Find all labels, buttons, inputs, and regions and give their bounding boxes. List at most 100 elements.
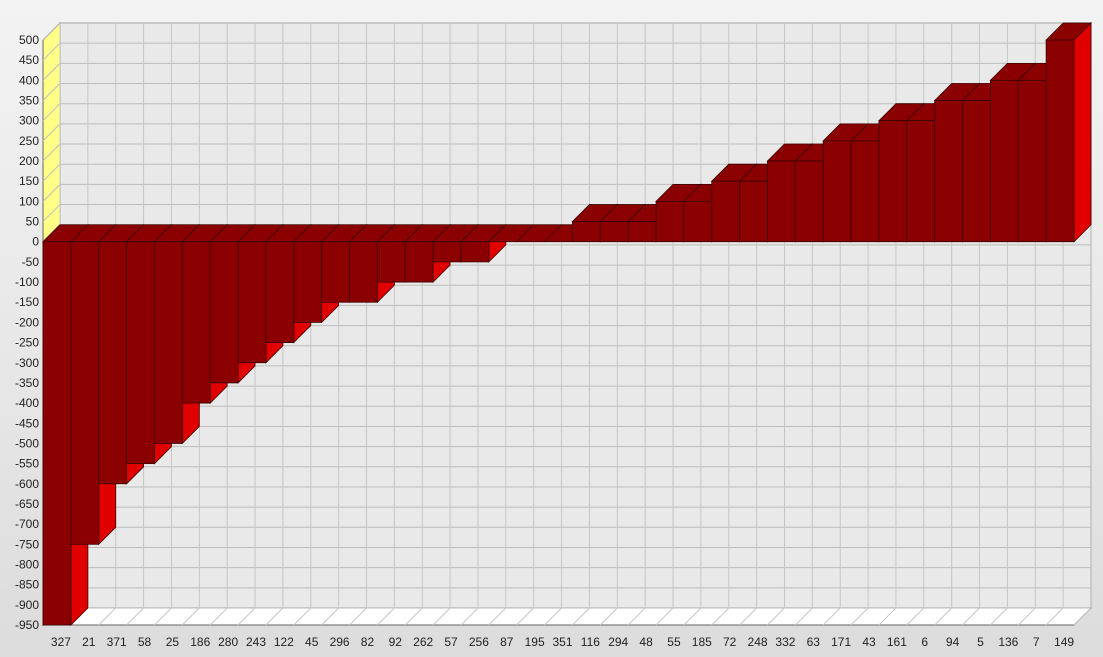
bar-front (711, 180, 741, 243)
y-tick-label: -350 (15, 376, 39, 390)
y-tick-label: 200 (19, 154, 39, 168)
gridline-floor (432, 607, 451, 626)
x-tick-label: 161 (887, 635, 907, 649)
gridline-side (42, 184, 61, 202)
bar-front (70, 241, 100, 545)
gridline-floor (794, 607, 813, 626)
bar-front (878, 120, 908, 243)
x-tick-label: 351 (552, 635, 572, 649)
gridline-floor (154, 607, 172, 626)
gridline-side (42, 42, 61, 61)
bar-front (990, 79, 1019, 243)
y-tick-label: 350 (19, 94, 39, 108)
bar-front (962, 100, 991, 243)
gridline-floor (460, 607, 479, 626)
gridline-floor (683, 607, 702, 626)
x-tick-label: 171 (831, 635, 851, 649)
x-axis-tick-labels: 327 21 371 58 25 186 280 243 122 45 296 82 92 262 57 25… (51, 635, 1074, 649)
y-tick-label: -950 (15, 618, 39, 632)
gridline-floor (1073, 607, 1092, 626)
bar-front (794, 160, 824, 243)
gridline-floor (739, 607, 757, 626)
bar-front (460, 241, 490, 263)
x-tick-label: 48 (639, 635, 653, 649)
x-tick-label: 82 (361, 635, 375, 649)
x-tick-label: 248 (748, 635, 768, 649)
gridline-floor (321, 607, 340, 626)
y-tick-label: 50 (26, 215, 40, 229)
x-tick-label: 5 (977, 635, 984, 649)
gridline-floor (990, 607, 1008, 626)
gridline-side (42, 22, 61, 41)
gridline-floor (544, 607, 562, 626)
x-tick-label: 72 (723, 635, 737, 649)
y-tick-label: -900 (15, 598, 39, 612)
bar-front (209, 241, 239, 384)
bar (1045, 22, 1092, 243)
gridline-floor (181, 607, 200, 626)
x-tick-label: 94 (946, 635, 960, 649)
bar-front (404, 241, 434, 283)
bar-series (42, 22, 1092, 626)
x-tick-label: 122 (274, 635, 294, 649)
gridline-side (42, 123, 61, 142)
gridline-floor (572, 607, 590, 626)
x-tick-label: 63 (807, 635, 821, 649)
bar-front (655, 200, 685, 243)
gridline-side (42, 143, 61, 162)
gridline-floor (1045, 607, 1064, 626)
bar-front (599, 221, 629, 243)
bar-front (293, 241, 323, 323)
bar-front (432, 241, 462, 263)
x-tick-label: 280 (218, 635, 238, 649)
x-tick-label: 294 (608, 635, 628, 649)
y-axis-tick-labels: 500450400350300250200150100500-50-100-15… (15, 33, 39, 632)
y-tick-label: -400 (15, 396, 39, 410)
bar-front (126, 241, 155, 465)
gridline-floor (488, 607, 507, 626)
gridline-floor (293, 607, 312, 626)
bar-front (181, 241, 211, 404)
gridline-floor (627, 607, 646, 626)
y-tick-label: -750 (15, 537, 39, 551)
gridline-floor (237, 607, 256, 626)
gridline-floor (655, 607, 674, 626)
bar-front (850, 140, 880, 243)
x-tick-label: 92 (389, 635, 403, 649)
gridline-floor (962, 607, 980, 626)
y-tick-label: -700 (15, 517, 39, 531)
y-tick-label: -150 (15, 295, 39, 309)
gridline-floor (98, 607, 117, 626)
y-tick-label: -450 (15, 416, 39, 430)
bar-side (1073, 22, 1092, 243)
y-tick-label: -800 (15, 557, 39, 571)
gridlines (42, 22, 1092, 626)
y-tick-label: -100 (15, 275, 39, 289)
bar-front (321, 241, 350, 303)
gridline-side (42, 163, 61, 182)
bar-front (1045, 39, 1075, 243)
bar-front (767, 160, 796, 243)
x-tick-label: 45 (305, 635, 319, 649)
y-tick-label: -300 (15, 356, 39, 370)
y-tick-label: -600 (15, 477, 39, 491)
x-tick-label: 55 (667, 635, 681, 649)
bar-front (42, 241, 72, 626)
x-tick-label: 57 (444, 635, 458, 649)
bar-front (376, 241, 406, 283)
bar-front (349, 241, 378, 303)
gridline-side (42, 83, 61, 101)
y-tick-label: -500 (15, 436, 39, 450)
x-tick-label: 87 (500, 635, 514, 649)
x-tick-label: 185 (692, 635, 712, 649)
y-tick-label: 150 (19, 174, 39, 188)
gridline-floor (404, 607, 423, 626)
bar-front (154, 241, 183, 444)
gridline-floor (265, 607, 284, 626)
x-tick-label: 262 (413, 635, 433, 649)
x-tick-label: 21 (82, 635, 96, 649)
y-tick-label: -550 (15, 457, 39, 471)
bar-front (1017, 79, 1047, 243)
gridline-floor (878, 607, 897, 626)
